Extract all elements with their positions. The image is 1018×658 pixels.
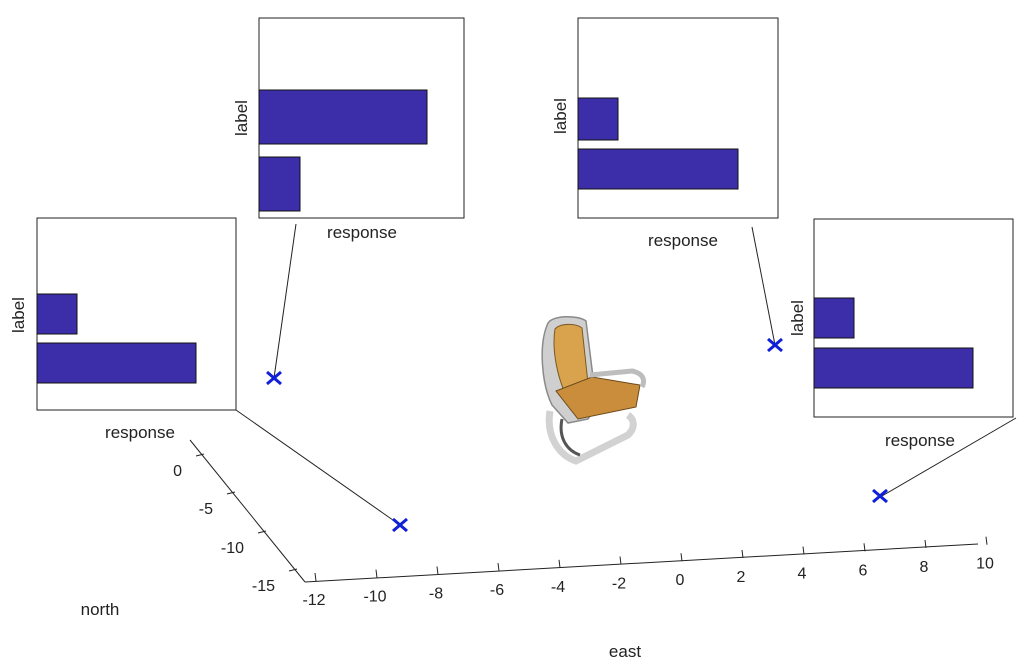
inset-bar	[36, 293, 78, 335]
east-tick-label: -10	[363, 589, 386, 606]
east-tick	[863, 543, 866, 552]
east-axis-line	[304, 543, 979, 583]
east-tick-label: 10	[976, 556, 994, 573]
east-tick	[558, 559, 561, 568]
east-axis-label: east	[609, 642, 641, 658]
east-tick-label: 2	[737, 569, 746, 586]
north-tick-label: -10	[221, 540, 244, 557]
east-tick	[497, 563, 500, 572]
inset-bar	[577, 97, 619, 141]
chair-icon	[541, 316, 647, 465]
north-axis-label: north	[81, 600, 120, 619]
east-tick-label: -2	[612, 576, 626, 593]
inset-ylabel: label	[551, 98, 570, 134]
connector-lines	[235, 223, 1017, 526]
east-tick	[436, 566, 439, 575]
connector-line	[751, 226, 776, 346]
east-tick-label: -6	[490, 582, 504, 599]
inset-bar	[813, 347, 974, 389]
inset-bar	[577, 148, 739, 190]
x-marker-icon	[392, 517, 408, 533]
inset-ylabel: label	[232, 100, 251, 136]
ground-axes: -12 -10 -8 -6 -4 -2 0 2 4 6 8 10 0 -5 -10 -15 east nor…	[81, 439, 994, 658]
x-marker-icon	[266, 370, 282, 386]
inset-bar	[813, 297, 855, 339]
east-tick-label: -8	[429, 585, 443, 602]
east-tick	[314, 572, 317, 582]
x-marker-icon	[767, 337, 783, 353]
x-marker-icon	[872, 488, 888, 504]
east-tick-label: 0	[676, 572, 685, 589]
inset-bar-chart: response label	[9, 217, 237, 442]
inset-bar-chart: response label	[788, 218, 1014, 450]
east-tick	[924, 539, 927, 549]
north-tick-label: 0	[173, 463, 182, 480]
east-tick-label: 8	[920, 559, 929, 576]
east-tick	[680, 553, 683, 562]
position-markers	[266, 337, 888, 533]
east-ticks: -12 -10 -8 -6 -4 -2 0 2 4 6 8 10	[302, 536, 994, 609]
north-tick-label: -15	[252, 578, 275, 595]
inset-xlabel: response	[648, 231, 718, 250]
east-tick-label: -12	[302, 592, 325, 609]
north-axis-line	[189, 439, 306, 583]
east-tick	[985, 536, 988, 545]
connector-line	[273, 223, 297, 379]
east-tick	[802, 546, 805, 555]
east-tick	[741, 549, 744, 558]
east-tick-label: 6	[859, 562, 868, 579]
inset-bar-chart: response label	[232, 17, 465, 242]
connector-line	[235, 409, 401, 526]
east-tick	[375, 569, 378, 578]
north-ticks: 0 -5 -10 -15	[173, 453, 298, 595]
north-tick	[226, 491, 236, 495]
east-tick-label: -4	[551, 579, 565, 596]
north-tick-label: -5	[199, 501, 213, 518]
inset-ylabel: label	[9, 297, 28, 333]
inset-xlabel: response	[885, 431, 955, 450]
inset-bar-chart: response label	[551, 17, 779, 250]
inset-xlabel: response	[327, 223, 397, 242]
inset-ylabel: label	[788, 300, 807, 336]
inset-xlabel: response	[105, 423, 175, 442]
inset-charts: responselabelresponselabelresponselabelr…	[9, 17, 1014, 450]
north-tick	[257, 530, 267, 534]
east-tick	[619, 556, 622, 565]
inset-bar	[258, 156, 301, 212]
east-tick-label: 4	[798, 566, 807, 583]
inset-bar	[258, 89, 428, 145]
inset-bar	[36, 342, 197, 384]
north-tick	[288, 568, 298, 572]
north-tick	[195, 453, 205, 457]
connector-line	[881, 417, 1017, 497]
